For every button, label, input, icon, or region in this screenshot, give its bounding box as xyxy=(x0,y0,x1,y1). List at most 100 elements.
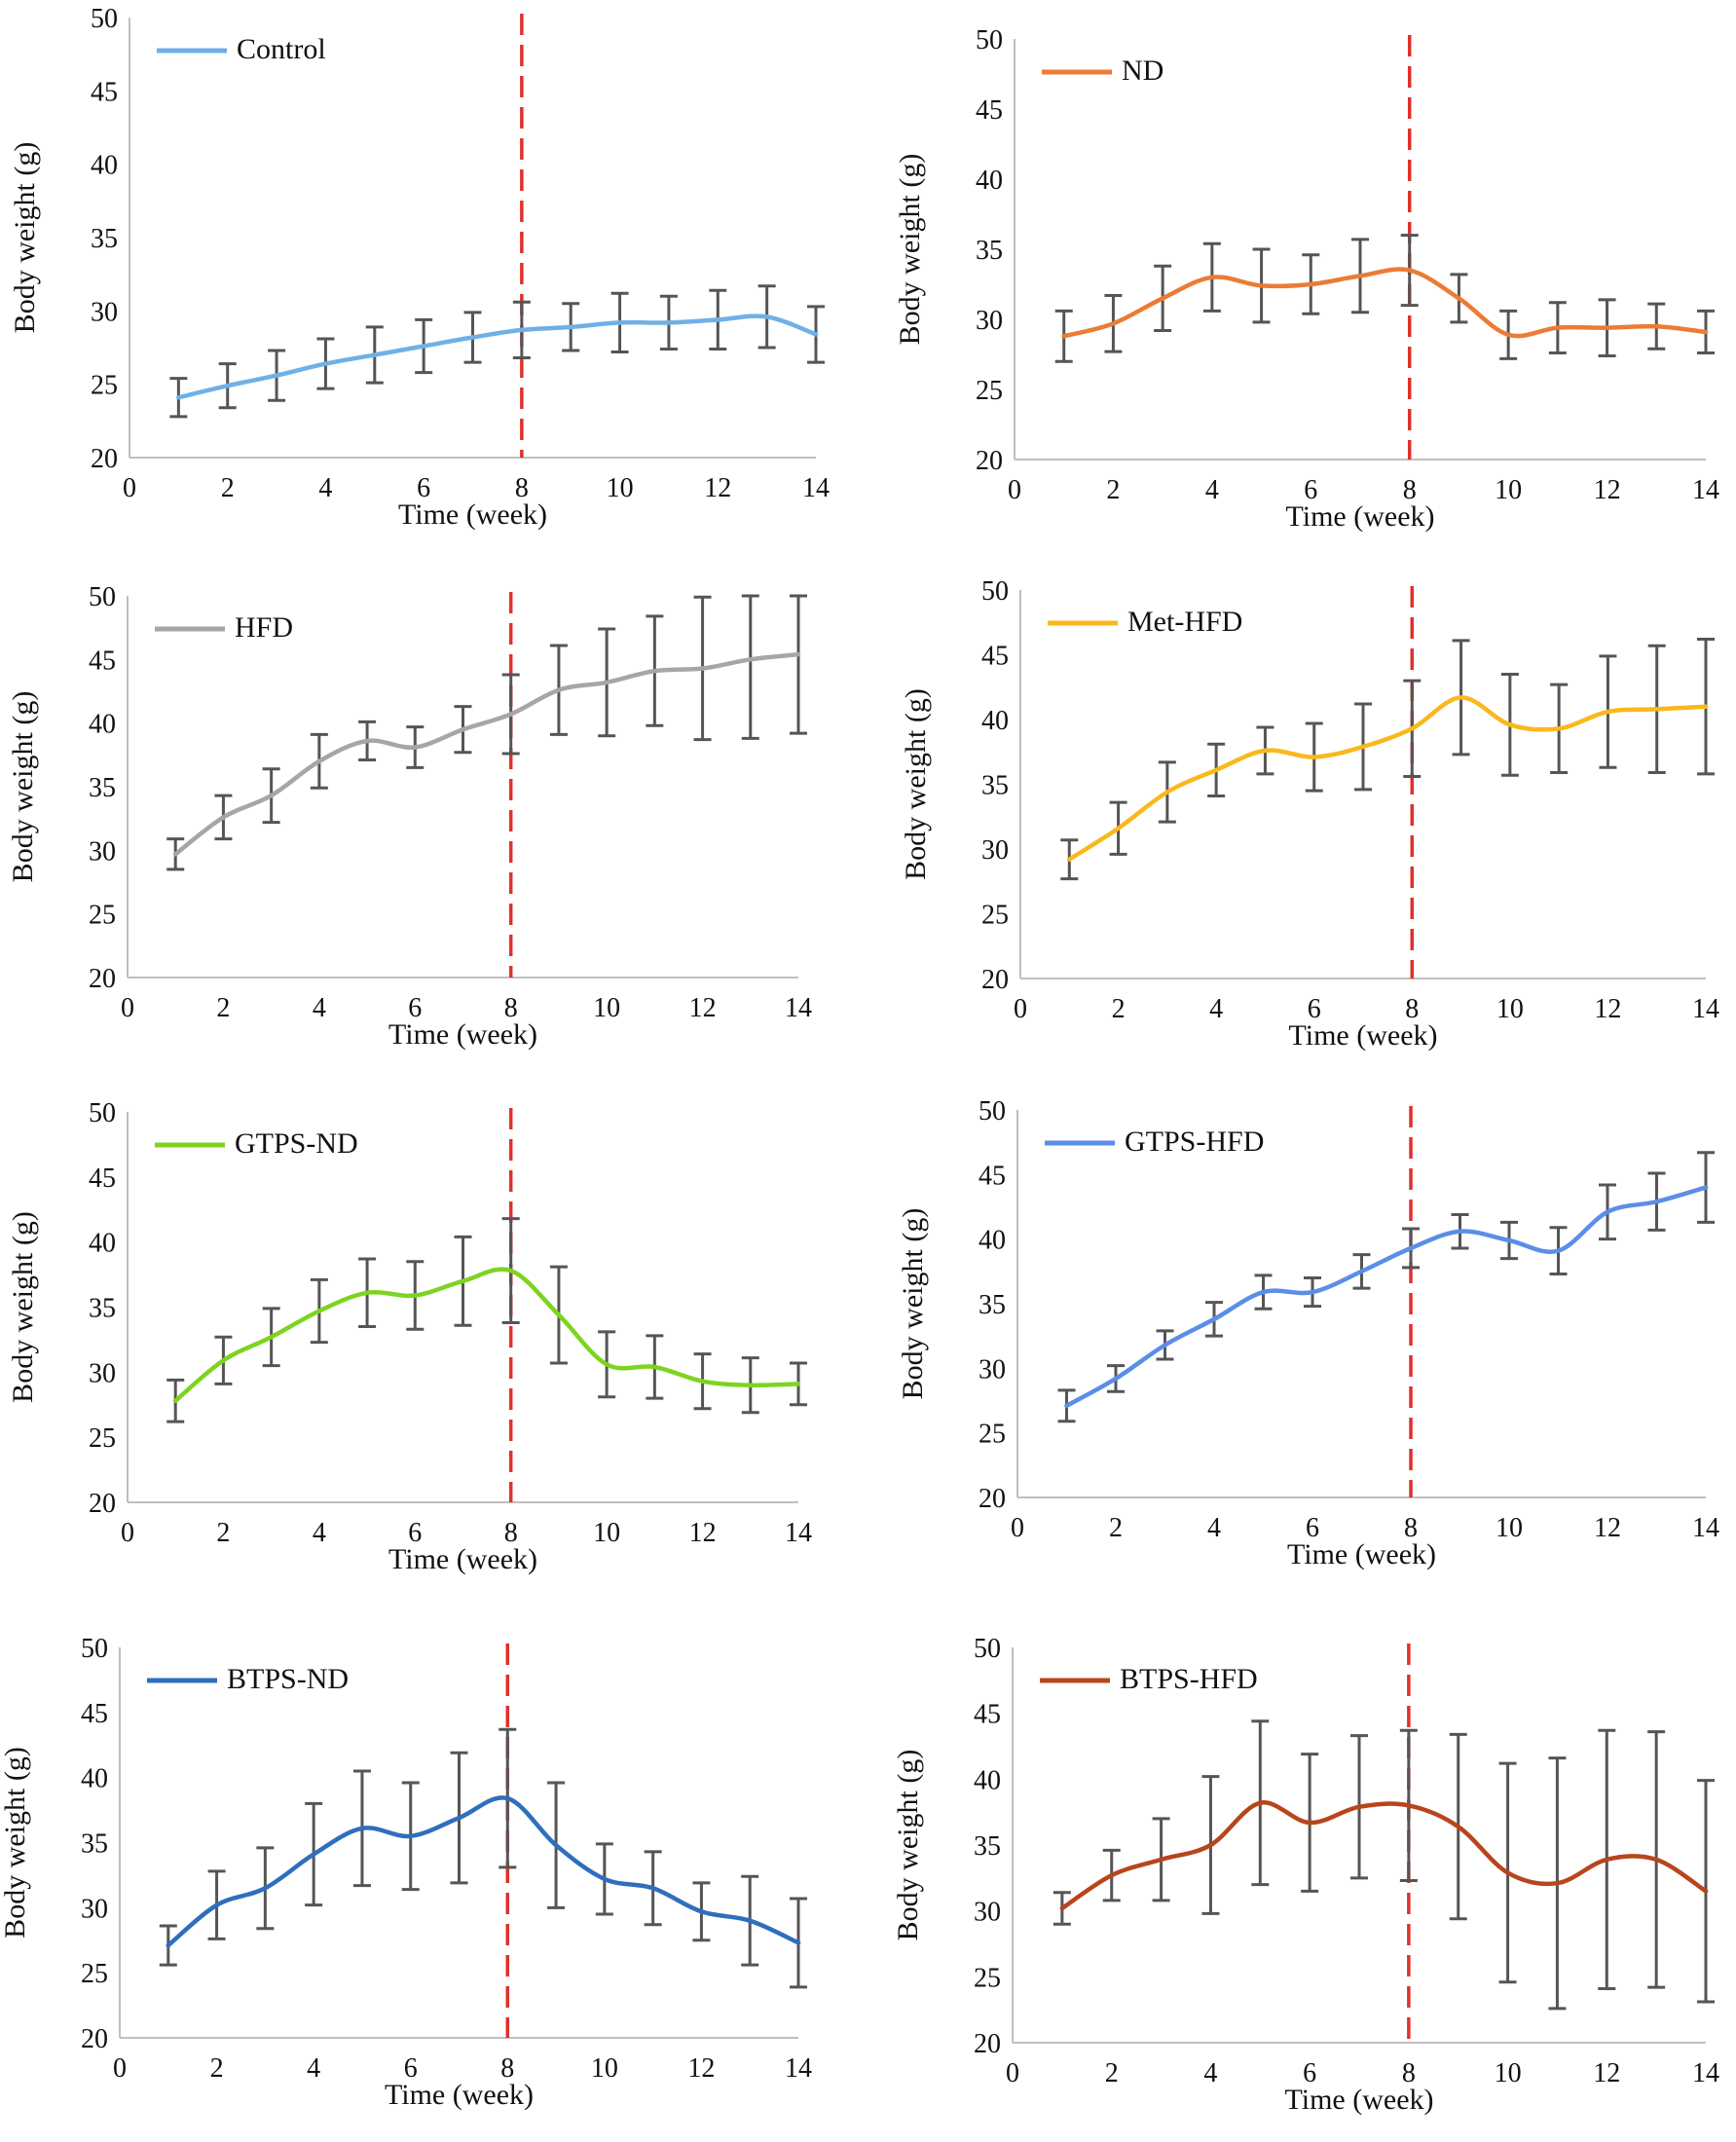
x-tick-label: 4 xyxy=(1205,475,1219,505)
data-point xyxy=(764,314,769,319)
data-point xyxy=(214,1902,219,1907)
x-tick-label: 2 xyxy=(210,2053,224,2084)
data-point xyxy=(1410,726,1415,731)
x-tick-label: 6 xyxy=(404,2053,418,2084)
error-bar xyxy=(741,594,759,740)
series-line xyxy=(1067,695,1709,862)
data-point xyxy=(1360,744,1366,750)
data-point xyxy=(716,317,720,322)
data-point xyxy=(1160,296,1165,301)
x-tick-label: 2 xyxy=(221,473,235,503)
chart-panel-3: 20 25 30 35 40 45 50 0 2 4 6 8 10 12 14 Time (week) Body… xyxy=(7,582,812,1051)
data-point xyxy=(1654,707,1659,712)
data-point xyxy=(617,320,622,325)
data-point xyxy=(1506,1237,1512,1243)
x-tick-label: 8 xyxy=(500,2053,514,2084)
series-line xyxy=(1061,267,1709,339)
x-tick-label: 14 xyxy=(1692,475,1719,505)
y-tick-label: 35 xyxy=(979,1290,1006,1320)
data-point xyxy=(813,332,819,337)
data-point xyxy=(1606,709,1610,715)
data-point xyxy=(1064,1403,1069,1409)
data-point xyxy=(1457,296,1461,301)
data-point xyxy=(1307,1820,1312,1826)
series-line xyxy=(1059,1800,1709,1911)
x-tick-label: 4 xyxy=(1209,994,1223,1024)
x-tick-label: 12 xyxy=(687,2053,715,2084)
x-tick-label: 12 xyxy=(689,993,717,1023)
data-point xyxy=(505,1795,510,1801)
data-point xyxy=(650,1886,655,1891)
series-line xyxy=(166,1795,801,1948)
data-point xyxy=(1356,1804,1362,1809)
x-tick-label: 12 xyxy=(1593,2058,1620,2088)
y-tick-label: 35 xyxy=(981,771,1009,801)
data-point xyxy=(470,335,475,340)
data-point xyxy=(1408,1245,1414,1251)
data-point xyxy=(1458,1229,1462,1234)
x-tick-label: 0 xyxy=(121,993,134,1023)
data-point xyxy=(556,1312,562,1317)
x-tick-label: 0 xyxy=(1014,994,1027,1024)
x-tick-label: 2 xyxy=(1112,994,1126,1024)
x-tick-label: 10 xyxy=(591,2053,618,2084)
data-point xyxy=(1407,268,1412,273)
data-point xyxy=(1703,1185,1709,1190)
y-tick-label: 30 xyxy=(979,1354,1006,1385)
x-tick-label: 0 xyxy=(1008,475,1021,505)
data-point xyxy=(274,373,279,378)
y-tick-label: 30 xyxy=(974,1898,1001,1928)
y-tick-label: 30 xyxy=(89,836,116,867)
x-tick-label: 4 xyxy=(318,473,332,503)
y-tick-label: 25 xyxy=(981,901,1009,931)
y-tick-label: 35 xyxy=(91,224,118,254)
x-tick-label: 10 xyxy=(607,473,634,503)
data-point xyxy=(1507,722,1513,727)
y-tick-label: 30 xyxy=(976,306,1003,336)
y-tick-label: 45 xyxy=(981,642,1009,672)
y-axis-title: Body weight (g) xyxy=(894,154,926,346)
x-tick-label: 2 xyxy=(1109,1513,1123,1543)
data-point xyxy=(556,687,562,692)
data-point xyxy=(225,383,230,388)
data-point xyxy=(1505,1870,1510,1875)
x-tick-label: 4 xyxy=(1207,1513,1221,1543)
y-tick-label: 35 xyxy=(89,1294,116,1324)
data-point xyxy=(323,361,328,366)
legend-label: BTPS-HFD xyxy=(1120,1663,1258,1695)
y-tick-label: 45 xyxy=(91,77,118,107)
legend-label: ND xyxy=(1122,55,1163,87)
x-tick-label: 6 xyxy=(408,1518,422,1548)
data-point xyxy=(748,1918,753,1923)
data-point xyxy=(1113,1376,1119,1382)
x-axis-title: Time (week) xyxy=(1284,2084,1433,2116)
x-tick-label: 2 xyxy=(1106,475,1120,505)
y-axis-title: Body weight (g) xyxy=(7,691,39,883)
y-tick-label: 40 xyxy=(976,166,1003,196)
chart-panel-2: 20 25 30 35 40 45 50 0 2 4 6 8 10 12 14 Time (week) Body… xyxy=(894,25,1719,533)
data-point xyxy=(173,1398,178,1403)
data-point xyxy=(795,1940,801,1945)
x-tick-label: 14 xyxy=(1692,1513,1719,1543)
data-point xyxy=(316,1309,322,1313)
y-tick-label: 30 xyxy=(981,835,1009,866)
y-tick-label: 30 xyxy=(91,297,118,327)
data-point xyxy=(1116,826,1121,831)
series-line xyxy=(172,651,801,857)
x-tick-label: 6 xyxy=(408,993,422,1023)
x-tick-label: 6 xyxy=(1303,2058,1316,2088)
x-tick-label: 2 xyxy=(1105,2058,1119,2088)
data-point xyxy=(1311,755,1316,759)
data-point xyxy=(652,668,657,674)
data-point xyxy=(1211,1316,1217,1322)
x-tick-label: 14 xyxy=(1692,2058,1719,2088)
y-tick-label: 40 xyxy=(89,710,116,740)
data-point xyxy=(1261,1289,1266,1295)
x-tick-label: 2 xyxy=(216,993,230,1023)
data-point xyxy=(1111,321,1116,326)
data-point xyxy=(604,1362,609,1367)
data-point xyxy=(1703,1889,1709,1894)
data-point xyxy=(1556,1248,1561,1253)
data-point xyxy=(652,1364,657,1370)
